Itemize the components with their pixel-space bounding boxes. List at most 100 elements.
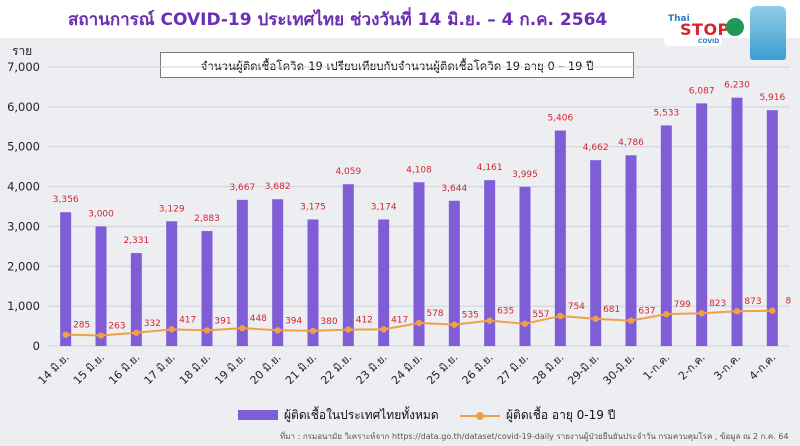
legend-bar-swatch — [238, 410, 278, 420]
line-point — [203, 327, 211, 334]
x-tick-label: 30-มิ.ย. — [601, 351, 638, 388]
line-data-label: 799 — [674, 300, 691, 310]
line-data-label: 754 — [568, 302, 585, 312]
line-data-label: 417 — [391, 315, 408, 325]
bar — [60, 212, 72, 346]
x-tick-label: 3-ก.ค. — [711, 351, 743, 383]
bar — [95, 226, 107, 346]
bar-data-label: 3,644 — [441, 184, 467, 194]
logo-stop-text: STOP — [680, 20, 730, 39]
line-data-label: 332 — [144, 319, 161, 329]
x-tick-label: 18 มิ.ย. — [177, 351, 213, 387]
x-tick-label: 2-ก.ค. — [676, 351, 708, 383]
line-point — [592, 315, 599, 323]
x-tick-label: 17 มิ.ย. — [142, 351, 178, 387]
bar-data-label: 5,916 — [759, 93, 785, 103]
x-tick-label: 23 มิ.ย. — [354, 351, 390, 387]
y-tick-label: 0 — [33, 339, 40, 353]
line-point — [380, 326, 387, 333]
bar — [342, 184, 354, 346]
x-tick-label: 21 มิ.ย. — [283, 351, 319, 387]
line-point — [486, 317, 493, 324]
bar — [590, 160, 602, 346]
x-tick-label: 19 มิ.ย. — [212, 351, 248, 387]
bar — [413, 182, 425, 346]
x-tick-label: 20 มิ.ย. — [248, 351, 284, 387]
line-data-label: 412 — [356, 316, 373, 326]
line-data-label: 8 — [785, 297, 791, 307]
bar-data-label: 3,175 — [300, 202, 326, 212]
x-tick-label: 22 มิ.ย. — [318, 351, 354, 387]
ministry-emblem-icon — [726, 18, 744, 36]
bar-data-label: 3,000 — [88, 209, 114, 219]
doctor-mascot-icon — [750, 6, 786, 60]
line-data-label: 285 — [73, 321, 90, 331]
bar — [166, 221, 178, 346]
y-tick-label: 7,000 — [7, 60, 40, 74]
x-tick-label: 27 มิ.ย. — [495, 351, 531, 387]
bar-data-label: 3,356 — [53, 195, 79, 205]
bar-data-label: 2,331 — [123, 236, 149, 246]
bar — [519, 186, 531, 346]
thai-stop-covid-logo: Thai STOP COVID — [664, 14, 729, 46]
x-tick-label: 29-มิ.ย. — [565, 351, 602, 388]
line-data-label: 535 — [462, 311, 479, 321]
line-point — [557, 312, 564, 320]
x-tick-label: 16 มิ.ย. — [106, 351, 142, 387]
line-point — [663, 310, 670, 318]
line-point — [309, 327, 317, 335]
bar-data-label: 3,667 — [229, 183, 255, 193]
data-source-note: ที่มา : กรมอนามัย วิเคราะห์จาก https://d… — [280, 432, 789, 441]
line-point — [239, 324, 246, 332]
bar — [731, 97, 743, 346]
bar-data-label: 5,533 — [653, 108, 679, 118]
legend-item-total: ผู้ติดเชื้อในประเทศไทยทั้งหมด — [284, 408, 439, 422]
bar — [448, 200, 460, 346]
y-tick-label: 6,000 — [7, 100, 40, 114]
x-tick-label: 26 มิ.ย. — [460, 351, 496, 387]
line-point — [168, 326, 175, 333]
bar-data-label: 5,406 — [547, 114, 573, 124]
line-point — [769, 307, 776, 314]
bar-data-label: 6,087 — [689, 86, 715, 96]
line-point — [451, 321, 458, 328]
line-data-label: 578 — [426, 309, 443, 319]
logo-covid-text: COVID — [698, 38, 720, 45]
legend-item-age-0-19: ผู้ติดเชื้อ อายุ 0-19 ปี — [506, 408, 616, 422]
line-data-label: 823 — [709, 299, 726, 309]
line-data-label: 448 — [250, 314, 267, 324]
bar-data-label: 3,174 — [371, 202, 397, 212]
bar — [236, 199, 248, 346]
y-tick-label: 4,000 — [7, 180, 40, 194]
line-data-label: 380 — [320, 317, 337, 327]
line-point — [274, 327, 281, 334]
line-data-label: 391 — [214, 316, 231, 326]
line-data-label: 417 — [179, 315, 196, 325]
x-tick-label: 1-ก.ค. — [641, 351, 673, 383]
bar-data-label: 6,230 — [724, 81, 750, 91]
bar — [484, 180, 496, 346]
x-tick-label: 24 มิ.ย. — [389, 351, 425, 387]
line-point — [733, 308, 741, 315]
line-point — [627, 317, 635, 324]
bar — [201, 231, 213, 346]
line-point — [698, 309, 705, 317]
page-title: สถานการณ์ COVID-19 ประเทศไทย ช่วงวันที่ … — [68, 10, 608, 30]
bar — [272, 199, 284, 346]
line-data-label: 681 — [603, 305, 620, 315]
bar — [307, 219, 319, 346]
y-tick-label: 5,000 — [7, 140, 40, 154]
bar — [660, 125, 672, 346]
line-point — [97, 332, 105, 339]
bar — [696, 103, 708, 346]
legend: ผู้ติดเชื้อในประเทศไทยทั้งหมด ผู้ติดเชื้… — [0, 406, 800, 426]
x-tick-label: 28 มิ.ย. — [530, 351, 566, 387]
line-data-label: 873 — [744, 297, 761, 307]
bar-data-label: 3,129 — [159, 204, 185, 214]
bar-data-label: 4,786 — [618, 138, 644, 148]
line-point — [62, 331, 69, 338]
legend-line-swatch — [460, 412, 500, 420]
line-point — [133, 329, 140, 336]
y-axis-unit-label: ราย — [12, 44, 33, 58]
